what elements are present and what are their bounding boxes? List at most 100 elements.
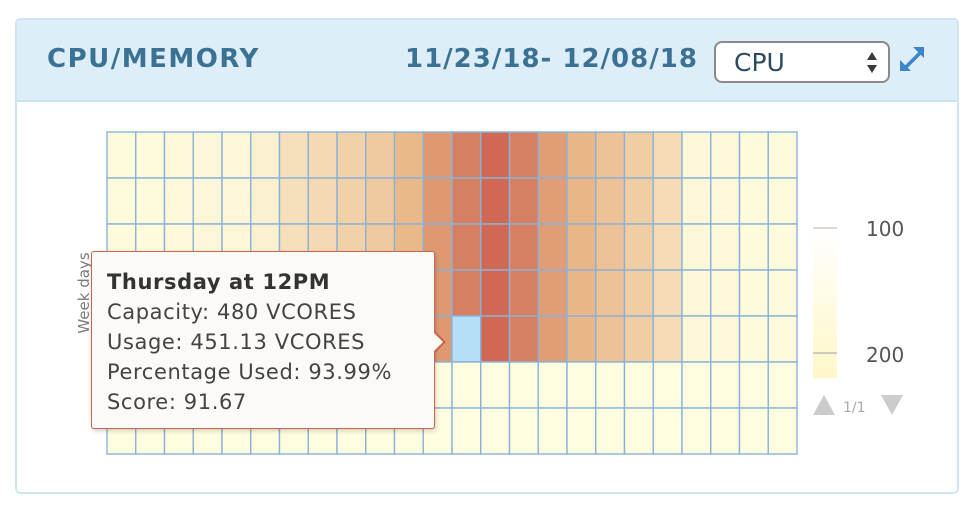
heatmap-cell[interactable] [681, 407, 712, 455]
heatmap-cell[interactable] [135, 131, 166, 179]
heatmap-cell[interactable] [250, 131, 281, 179]
heatmap-cell[interactable] [710, 315, 741, 363]
heatmap-cell[interactable] [652, 315, 683, 363]
heatmap-cell[interactable] [767, 223, 798, 271]
metric-select[interactable]: CPU [714, 41, 890, 83]
heatmap-cell[interactable] [767, 361, 798, 409]
heatmap-cell[interactable] [652, 407, 683, 455]
heatmap-cell[interactable] [537, 315, 568, 363]
heatmap-cell[interactable] [623, 131, 654, 179]
heatmap-cell[interactable] [393, 131, 424, 179]
legend-page-up-icon[interactable] [813, 395, 835, 415]
heatmap-cell[interactable] [336, 177, 367, 225]
heatmap-cell[interactable] [595, 223, 626, 271]
heatmap-cell[interactable] [566, 223, 597, 271]
heatmap-cell[interactable] [106, 177, 137, 225]
heatmap-cell[interactable] [623, 177, 654, 225]
heatmap-cell[interactable] [365, 177, 396, 225]
heatmap-cell[interactable] [566, 315, 597, 363]
heatmap-cell[interactable] [451, 177, 482, 225]
heatmap-cell[interactable] [480, 131, 511, 179]
heatmap-cell[interactable] [163, 131, 194, 179]
heatmap-cell[interactable] [652, 131, 683, 179]
heatmap-cell[interactable] [537, 407, 568, 455]
heatmap-cell[interactable] [738, 131, 769, 179]
heatmap-cell[interactable] [681, 131, 712, 179]
heatmap-cell[interactable] [652, 361, 683, 409]
heatmap-cell[interactable] [738, 361, 769, 409]
heatmap-cell[interactable] [221, 177, 252, 225]
heatmap-cell[interactable] [537, 177, 568, 225]
heatmap-cell[interactable] [681, 223, 712, 271]
heatmap-cell[interactable] [595, 407, 626, 455]
heatmap-cell[interactable] [623, 269, 654, 317]
heatmap-cell[interactable] [365, 131, 396, 179]
heatmap-cell[interactable] [250, 177, 281, 225]
heatmap-cell[interactable] [710, 177, 741, 225]
heatmap-cell[interactable] [623, 407, 654, 455]
heatmap-cell[interactable] [508, 131, 539, 179]
heatmap-cell[interactable] [652, 223, 683, 271]
heatmap-cell[interactable] [307, 131, 338, 179]
heatmap-cell[interactable] [278, 131, 309, 179]
heatmap-cell[interactable] [336, 131, 367, 179]
heatmap-cell[interactable] [566, 177, 597, 225]
heatmap-cell[interactable] [652, 177, 683, 225]
heatmap-cell[interactable] [163, 177, 194, 225]
heatmap-cell[interactable] [566, 131, 597, 179]
heatmap-cell[interactable] [710, 131, 741, 179]
heatmap-cell[interactable] [595, 269, 626, 317]
heatmap-cell[interactable] [508, 223, 539, 271]
heatmap-cell[interactable] [595, 361, 626, 409]
heatmap-cell[interactable] [595, 131, 626, 179]
heatmap-cell[interactable] [710, 361, 741, 409]
heatmap-cell[interactable] [537, 223, 568, 271]
heatmap-cell[interactable] [681, 177, 712, 225]
heatmap-cell[interactable] [422, 177, 453, 225]
heatmap-cell[interactable] [508, 361, 539, 409]
heatmap-cell[interactable] [393, 177, 424, 225]
heatmap-cell[interactable] [566, 361, 597, 409]
heatmap-cell[interactable] [681, 315, 712, 363]
heatmap-cell[interactable] [738, 407, 769, 455]
heatmap-cell[interactable] [192, 177, 223, 225]
heatmap-cell[interactable] [480, 223, 511, 271]
heatmap-cell[interactable] [451, 361, 482, 409]
heatmap-cell[interactable] [767, 177, 798, 225]
heatmap-cell[interactable] [537, 131, 568, 179]
heatmap-cell[interactable] [738, 269, 769, 317]
heatmap-cell[interactable] [595, 315, 626, 363]
heatmap-cell[interactable] [681, 269, 712, 317]
heatmap-cell[interactable] [480, 315, 511, 363]
heatmap-cell[interactable] [537, 361, 568, 409]
heatmap-cell[interactable] [623, 315, 654, 363]
expand-arrows-icon[interactable] [897, 44, 929, 76]
heatmap-cell[interactable] [135, 177, 166, 225]
heatmap-cell[interactable] [422, 131, 453, 179]
heatmap-cell[interactable] [451, 407, 482, 455]
heatmap-cell[interactable] [767, 407, 798, 455]
heatmap-cell[interactable] [508, 177, 539, 225]
heatmap-cell[interactable] [451, 269, 482, 317]
heatmap-cell[interactable] [738, 315, 769, 363]
heatmap-cell[interactable] [681, 361, 712, 409]
heatmap-cell[interactable] [595, 177, 626, 225]
heatmap-cell[interactable] [566, 407, 597, 455]
heatmap-cell[interactable] [307, 177, 338, 225]
heatmap-cell[interactable] [451, 131, 482, 179]
heatmap-cell[interactable] [221, 131, 252, 179]
heatmap-cell[interactable] [767, 131, 798, 179]
heatmap-cell[interactable] [710, 407, 741, 455]
heatmap-cell[interactable] [623, 361, 654, 409]
heatmap-cell[interactable] [278, 177, 309, 225]
heatmap-cell[interactable] [508, 407, 539, 455]
heatmap-cell[interactable] [710, 223, 741, 271]
heatmap-cell[interactable] [508, 269, 539, 317]
heatmap-cell-highlighted[interactable] [451, 315, 482, 363]
heatmap-cell[interactable] [508, 315, 539, 363]
heatmap-cell[interactable] [738, 177, 769, 225]
heatmap-cell[interactable] [767, 315, 798, 363]
heatmap-cell[interactable] [767, 269, 798, 317]
heatmap-cell[interactable] [106, 131, 137, 179]
heatmap-cell[interactable] [480, 361, 511, 409]
